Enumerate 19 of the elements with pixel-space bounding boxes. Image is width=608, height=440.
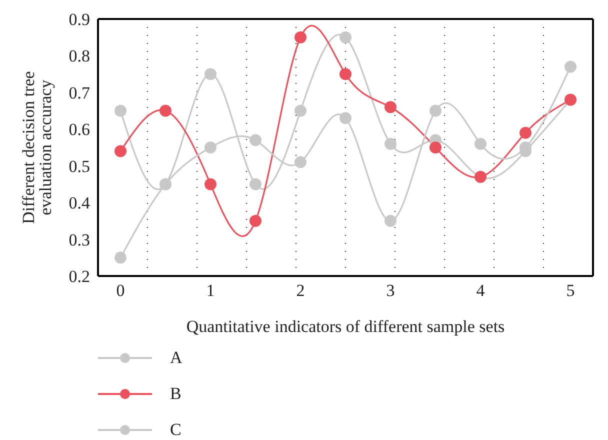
- x-tick-label: 2: [296, 281, 305, 300]
- x-tick-label: 3: [386, 281, 395, 300]
- x-axis-title: Quantitative indicators of different sample sets: [186, 317, 505, 336]
- x-tick-label: 1: [206, 281, 215, 300]
- y-axis-title: Different decision tree evaluation accuracy: [19, 71, 56, 224]
- x-tick-label: 0: [116, 281, 125, 300]
- y-tick-label: 0.8: [68, 46, 90, 66]
- legend-label: C: [170, 420, 182, 440]
- y-tick-label: 0.7: [68, 83, 90, 102]
- y-tick-label: 0.5: [68, 156, 90, 176]
- y-tick-label: 0.9: [68, 10, 90, 30]
- x-tick-label: 5: [566, 281, 575, 300]
- y-tick-label: 0.6: [68, 120, 90, 140]
- y-tick-label: 0.3: [68, 230, 90, 250]
- x-tick-label: 4: [476, 281, 486, 300]
- legend-label: A: [170, 348, 182, 368]
- y-tick-label: 0.4: [68, 194, 90, 213]
- y-tick-label: 0.2: [68, 267, 90, 286]
- legend-label: B: [170, 384, 182, 404]
